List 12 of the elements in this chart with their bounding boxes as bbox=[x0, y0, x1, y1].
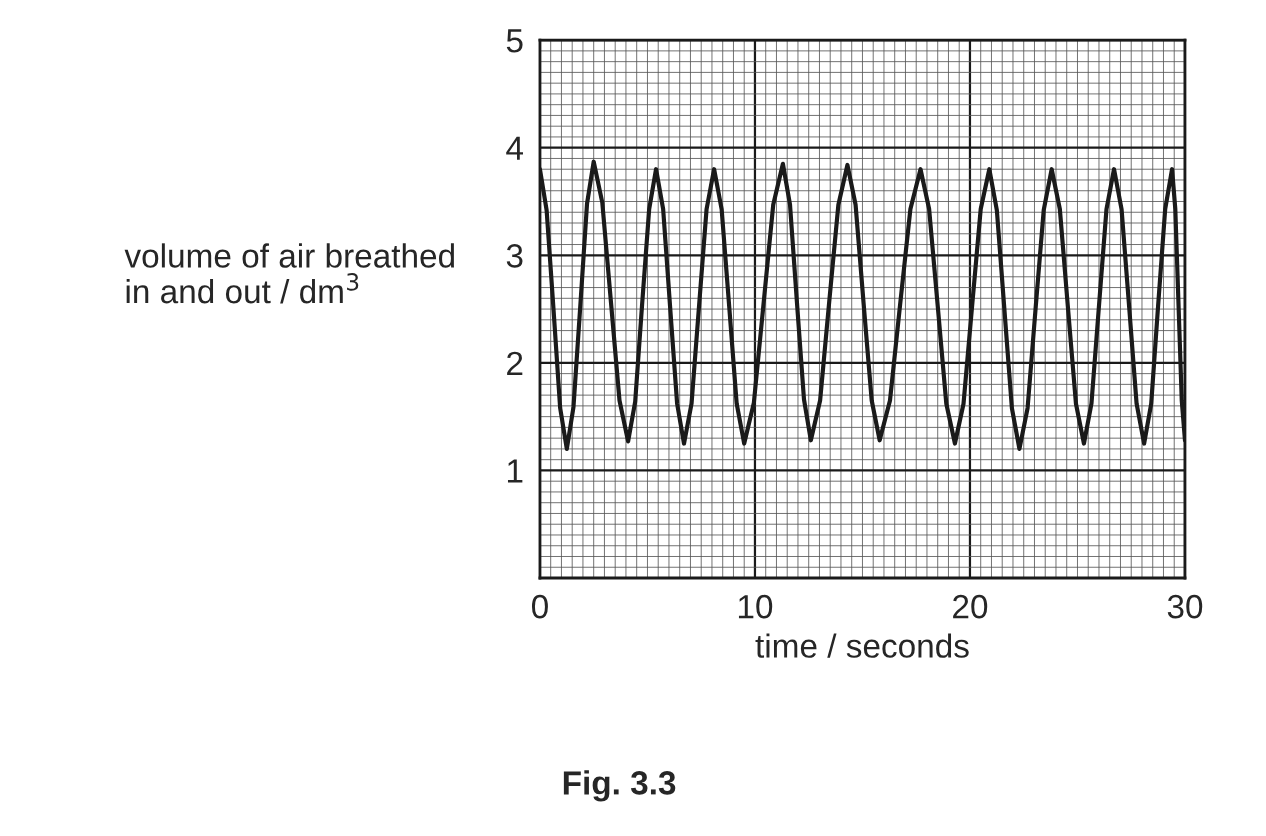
y-axis-title: volume of air breathed in and out / dm$^{3}$ bbox=[124, 243, 454, 304]
y-tick-label: 3 bbox=[506, 244, 523, 268]
y-tick-label: 1 bbox=[507, 459, 523, 483]
x-tick-label: 30 bbox=[1167, 594, 1203, 619]
x-tick-label: 10 bbox=[738, 594, 773, 619]
y-tick-label: 4 bbox=[506, 136, 523, 160]
caption: Fig. 3.3 bbox=[563, 770, 676, 802]
y-tick-label: 5 bbox=[506, 29, 523, 53]
x-tick-label: 0 bbox=[531, 594, 548, 619]
x-axis-title: time / seconds bbox=[755, 633, 969, 658]
x-tick-label: 20 bbox=[953, 594, 988, 619]
y-tick-label: 2 bbox=[507, 351, 523, 375]
